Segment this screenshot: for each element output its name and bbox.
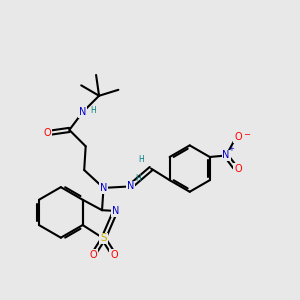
Text: N: N bbox=[79, 107, 86, 117]
Text: O: O bbox=[89, 250, 97, 260]
Text: O: O bbox=[234, 132, 242, 142]
Text: O: O bbox=[43, 128, 51, 138]
Text: −: − bbox=[243, 130, 250, 139]
Text: N: N bbox=[112, 206, 119, 216]
Text: H: H bbox=[139, 155, 144, 164]
Text: +: + bbox=[229, 146, 234, 152]
Text: N: N bbox=[127, 182, 134, 191]
Text: N: N bbox=[222, 151, 230, 160]
Text: O: O bbox=[110, 250, 118, 260]
Text: H: H bbox=[90, 106, 96, 115]
Text: O: O bbox=[234, 164, 242, 174]
Text: N: N bbox=[100, 183, 107, 193]
Text: H: H bbox=[136, 174, 142, 183]
Text: S: S bbox=[100, 233, 107, 243]
